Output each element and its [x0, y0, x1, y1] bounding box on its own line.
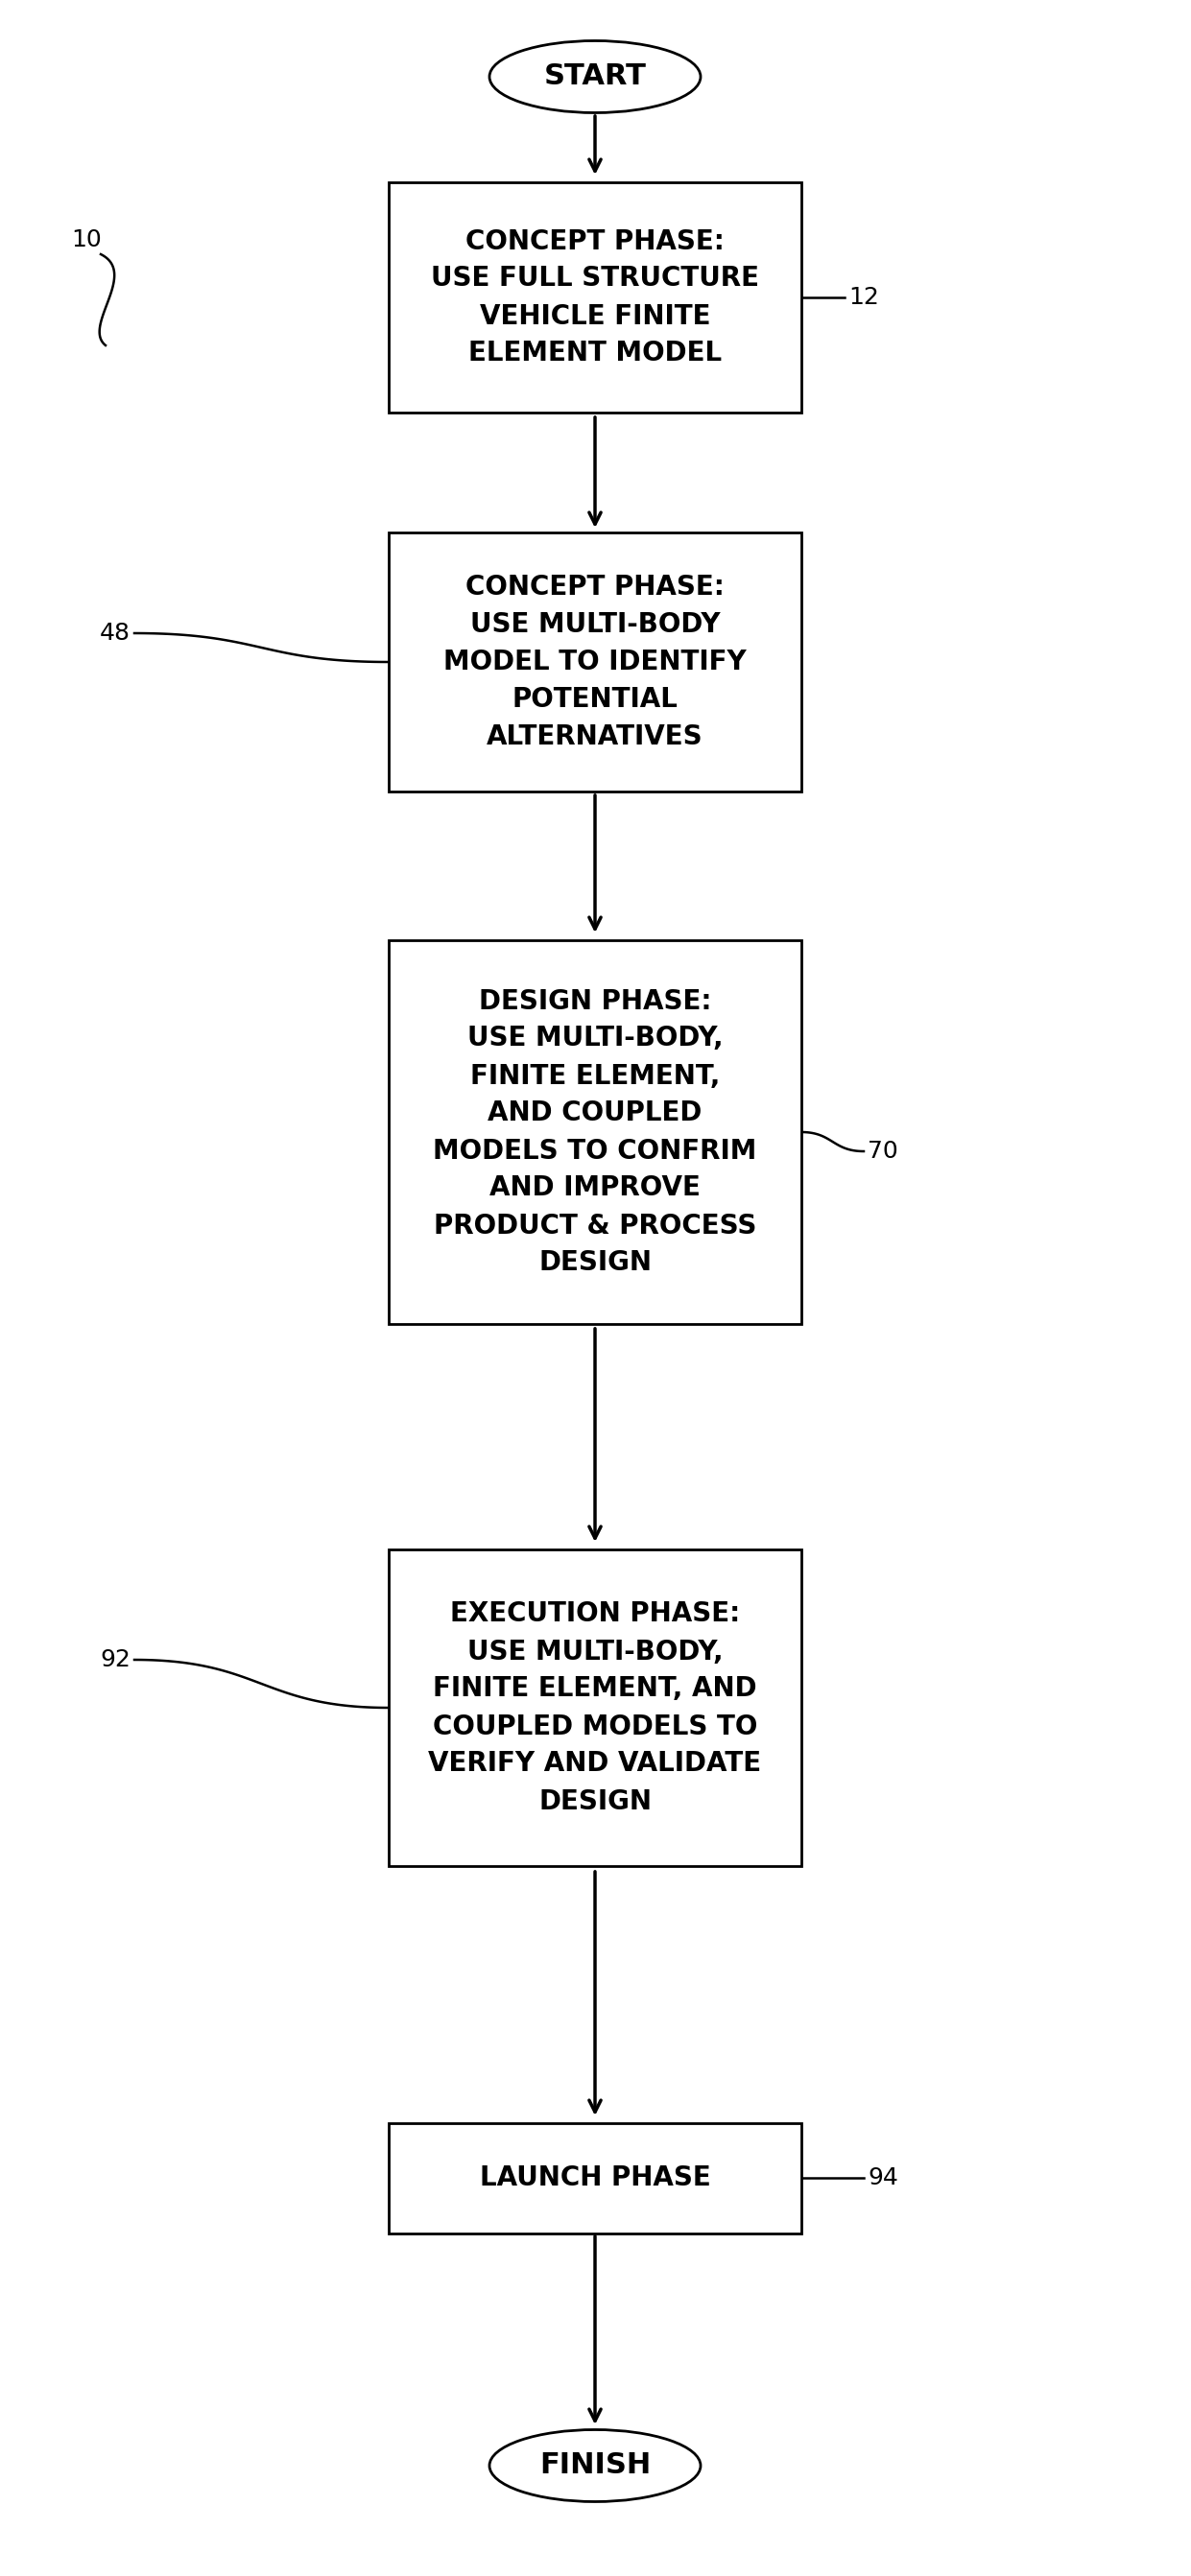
Text: DESIGN PHASE:
USE MULTI-BODY,
FINITE ELEMENT,
AND COUPLED
MODELS TO CONFRIM
AND : DESIGN PHASE: USE MULTI-BODY, FINITE ELE… — [434, 987, 757, 1278]
Text: FINISH: FINISH — [540, 2452, 650, 2481]
Text: 92: 92 — [100, 1649, 131, 1672]
Text: LAUNCH PHASE: LAUNCH PHASE — [480, 2164, 711, 2192]
Text: CONCEPT PHASE:
USE MULTI-BODY
MODEL TO IDENTIFY
POTENTIAL
ALTERNATIVES: CONCEPT PHASE: USE MULTI-BODY MODEL TO I… — [443, 574, 747, 750]
Text: CONCEPT PHASE:
USE FULL STRUCTURE
VEHICLE FINITE
ELEMENT MODEL: CONCEPT PHASE: USE FULL STRUCTURE VEHICL… — [431, 227, 759, 366]
Bar — [388, 1548, 802, 1865]
Text: EXECUTION PHASE:
USE MULTI-BODY,
FINITE ELEMENT, AND
COUPLED MODELS TO
VERIFY AN: EXECUTION PHASE: USE MULTI-BODY, FINITE … — [429, 1600, 761, 1814]
Text: START: START — [544, 62, 647, 90]
Bar — [388, 183, 802, 412]
Text: 12: 12 — [848, 286, 879, 309]
Text: 10: 10 — [71, 229, 101, 252]
Ellipse shape — [490, 2429, 700, 2501]
Bar — [388, 940, 802, 1324]
Text: 70: 70 — [868, 1139, 898, 1162]
Bar — [388, 2123, 802, 2233]
Ellipse shape — [490, 41, 700, 113]
Bar — [388, 533, 802, 791]
Text: 94: 94 — [867, 2166, 898, 2190]
Text: 48: 48 — [100, 621, 131, 644]
